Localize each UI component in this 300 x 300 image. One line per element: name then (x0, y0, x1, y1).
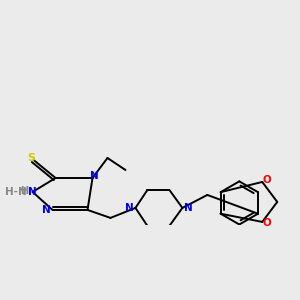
Text: O: O (262, 218, 271, 228)
Text: H-N: H-N (5, 187, 27, 197)
Text: N: N (184, 203, 193, 213)
Text: N: N (28, 187, 37, 197)
Text: N: N (42, 205, 51, 215)
Text: N: N (90, 172, 98, 182)
Text: O: O (262, 176, 271, 185)
Text: H: H (20, 186, 28, 196)
Text: S: S (27, 154, 35, 164)
Text: N: N (125, 203, 134, 213)
